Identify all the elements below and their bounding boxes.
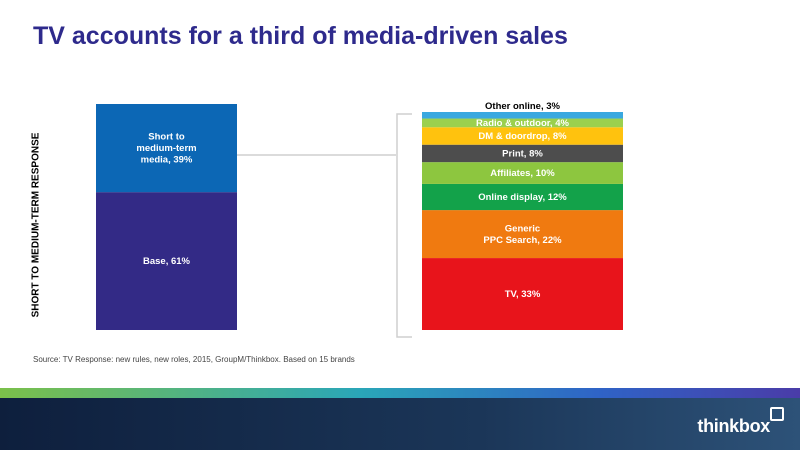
right-bar-label: Radio & outdoor, 4% bbox=[476, 117, 569, 128]
brand-mark-icon bbox=[770, 407, 784, 421]
source-note: Source: TV Response: new rules, new role… bbox=[33, 355, 355, 364]
page-title: TV accounts for a third of media-driven … bbox=[33, 22, 568, 50]
footer: thinkbox bbox=[0, 398, 800, 450]
right-bar-label: Print, 8% bbox=[502, 148, 543, 159]
right-bar-label: DM & doordrop, 8% bbox=[478, 130, 567, 141]
right-bar-segment bbox=[422, 118, 623, 128]
right-bar-label: Affiliates, 10% bbox=[490, 168, 555, 179]
gradient-band bbox=[0, 388, 800, 398]
brand-logo: thinkbox bbox=[697, 416, 770, 436]
bracket bbox=[396, 113, 412, 338]
left-bar-segment bbox=[96, 192, 237, 330]
right-bar-segment bbox=[422, 127, 623, 145]
right-bar-label: TV, 33% bbox=[505, 289, 541, 300]
right-bar-segment bbox=[422, 258, 623, 330]
right-bar-label: Generic PPC Search, 22% bbox=[483, 223, 562, 245]
right-bar-label: Other online, 3% bbox=[485, 101, 561, 112]
right-bar-segment bbox=[422, 210, 623, 259]
left-bar-label: Base, 61% bbox=[143, 256, 191, 267]
right-bar-label: Online display, 12% bbox=[478, 192, 567, 203]
right-bar-segment bbox=[422, 144, 623, 163]
chart: Base, 61% Short to medium-term media, 39% TV… bbox=[96, 101, 623, 338]
right-bar-segment bbox=[422, 112, 623, 119]
left-bar-segment bbox=[96, 104, 237, 193]
right-bar-segment bbox=[422, 162, 623, 184]
right-bar-segment bbox=[422, 183, 623, 211]
left-bar-label: Short to medium-term media, 39% bbox=[136, 131, 196, 165]
